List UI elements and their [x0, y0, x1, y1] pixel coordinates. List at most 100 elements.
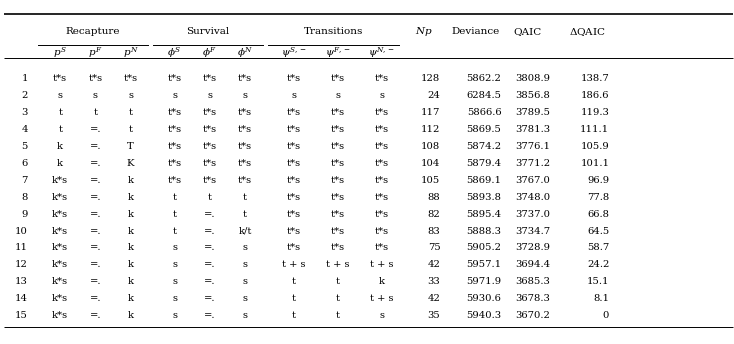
Text: 3808.9: 3808.9 [515, 74, 550, 84]
Text: 2: 2 [21, 92, 28, 100]
Text: t: t [172, 193, 177, 202]
Text: k/t: k/t [239, 227, 252, 236]
Text: =.: =. [90, 260, 101, 269]
Text: 3: 3 [21, 108, 28, 117]
Text: s: s [243, 311, 247, 320]
Text: 24.2: 24.2 [587, 260, 609, 269]
Text: 3678.3: 3678.3 [515, 294, 550, 303]
Text: t*s: t*s [374, 210, 389, 219]
Text: s: s [243, 92, 247, 100]
Text: t: t [335, 311, 340, 320]
Text: 88: 88 [428, 193, 440, 202]
Text: k: k [57, 142, 63, 151]
Text: t*s: t*s [203, 176, 217, 185]
Text: 5: 5 [21, 142, 28, 151]
Text: s: s [172, 277, 177, 286]
Text: 101.1: 101.1 [580, 159, 609, 168]
Text: 13: 13 [15, 277, 28, 286]
Text: t*s: t*s [286, 142, 301, 151]
Text: 105: 105 [421, 176, 440, 185]
Text: t*s: t*s [330, 176, 345, 185]
Text: t*s: t*s [167, 108, 182, 117]
Text: 24: 24 [427, 92, 440, 100]
Text: s: s [243, 294, 247, 303]
Text: t: t [335, 294, 340, 303]
Text: 5879.4: 5879.4 [466, 159, 501, 168]
Text: s: s [172, 294, 177, 303]
Text: k: k [128, 210, 134, 219]
Text: t: t [243, 193, 247, 202]
Text: Transitions: Transitions [304, 27, 363, 36]
Text: t*s: t*s [238, 74, 252, 84]
Text: 6284.5: 6284.5 [466, 92, 501, 100]
Text: s: s [172, 260, 177, 269]
Text: s: s [243, 260, 247, 269]
Text: t: t [172, 227, 177, 236]
Text: s: s [128, 92, 133, 100]
Text: 5862.2: 5862.2 [466, 74, 501, 84]
Text: 138.7: 138.7 [581, 74, 609, 84]
Text: t*s: t*s [374, 125, 389, 134]
Text: =.: =. [90, 210, 101, 219]
Text: =.: =. [90, 244, 101, 252]
Text: 105.9: 105.9 [581, 142, 609, 151]
Text: k*s: k*s [52, 176, 68, 185]
Text: t: t [291, 294, 296, 303]
Text: $p^{S}$: $p^{S}$ [54, 45, 67, 60]
Text: s: s [243, 277, 247, 286]
Text: =.: =. [90, 193, 101, 202]
Text: 119.3: 119.3 [581, 108, 609, 117]
Text: k*s: k*s [52, 210, 68, 219]
Text: 5893.8: 5893.8 [466, 193, 501, 202]
Text: t*s: t*s [238, 125, 252, 134]
Text: t*s: t*s [203, 125, 217, 134]
Text: t*s: t*s [330, 108, 345, 117]
Text: s: s [172, 92, 177, 100]
Text: t: t [128, 125, 133, 134]
Text: t*s: t*s [286, 227, 301, 236]
Text: t + s: t + s [370, 260, 393, 269]
Text: 5895.4: 5895.4 [466, 210, 501, 219]
Text: t*s: t*s [330, 125, 345, 134]
Text: k: k [57, 159, 63, 168]
Text: 11: 11 [15, 244, 28, 252]
Text: t*s: t*s [238, 176, 252, 185]
Text: t*s: t*s [167, 74, 182, 84]
Text: t*s: t*s [286, 210, 301, 219]
Text: t + s: t + s [282, 260, 305, 269]
Text: s: s [243, 244, 247, 252]
Text: =.: =. [90, 176, 101, 185]
Text: =.: =. [204, 244, 216, 252]
Text: =.: =. [204, 210, 216, 219]
Text: k: k [128, 260, 134, 269]
Text: k*s: k*s [52, 244, 68, 252]
Text: 5971.9: 5971.9 [466, 277, 501, 286]
Text: k*s: k*s [52, 260, 68, 269]
Text: =.: =. [90, 227, 101, 236]
Text: 10: 10 [15, 227, 28, 236]
Text: t*s: t*s [238, 108, 252, 117]
Text: 6: 6 [21, 159, 28, 168]
Text: 9: 9 [21, 210, 28, 219]
Text: s: s [172, 311, 177, 320]
Text: Recapture: Recapture [66, 27, 120, 36]
Text: t: t [335, 277, 340, 286]
Text: 3670.2: 3670.2 [515, 311, 550, 320]
Text: QAIC: QAIC [513, 27, 541, 36]
Text: 5866.6: 5866.6 [467, 108, 501, 117]
Text: 58.7: 58.7 [587, 244, 609, 252]
Text: k*s: k*s [52, 193, 68, 202]
Text: t*s: t*s [374, 227, 389, 236]
Text: t: t [93, 108, 98, 117]
Text: Deviance: Deviance [451, 27, 500, 36]
Text: 8: 8 [21, 193, 28, 202]
Text: s: s [58, 92, 62, 100]
Text: 7: 7 [21, 176, 28, 185]
Text: s: s [291, 92, 296, 100]
Text: 82: 82 [428, 210, 440, 219]
Text: 96.9: 96.9 [587, 176, 609, 185]
Text: t: t [208, 193, 212, 202]
Text: t*s: t*s [286, 193, 301, 202]
Text: 15.1: 15.1 [586, 277, 609, 286]
Text: 104: 104 [421, 159, 440, 168]
